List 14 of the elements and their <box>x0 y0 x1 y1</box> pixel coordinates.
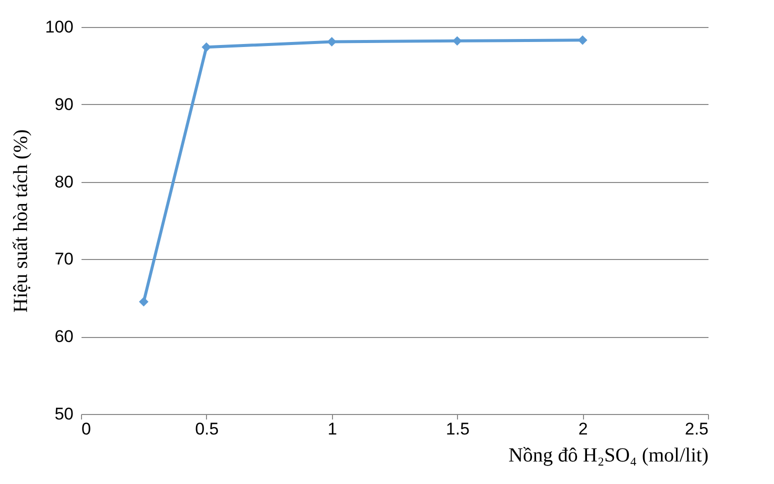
x-tick-label: 0 <box>82 420 91 438</box>
y-tick-label: 80 <box>54 172 74 192</box>
x-axis-title: Nồng đô H₂SO₄ (mol/lit) <box>508 444 708 466</box>
y-tick-label: 50 <box>54 404 74 424</box>
y-tick-label: 60 <box>54 327 74 346</box>
y-axis-title: Hiệu suất hòa tách (%) <box>10 129 32 313</box>
x-tick-label: 0.5 <box>195 420 219 438</box>
x-tick-label: 1 <box>328 420 338 438</box>
y-tick-label: 100 <box>45 18 74 36</box>
x-tick-label: 2.5 <box>684 420 708 438</box>
y-tick-label: 70 <box>54 250 74 269</box>
x-tick-label: 2 <box>578 420 588 438</box>
x-tick-label: 1.5 <box>446 420 470 438</box>
y-tick-label: 90 <box>54 94 74 114</box>
